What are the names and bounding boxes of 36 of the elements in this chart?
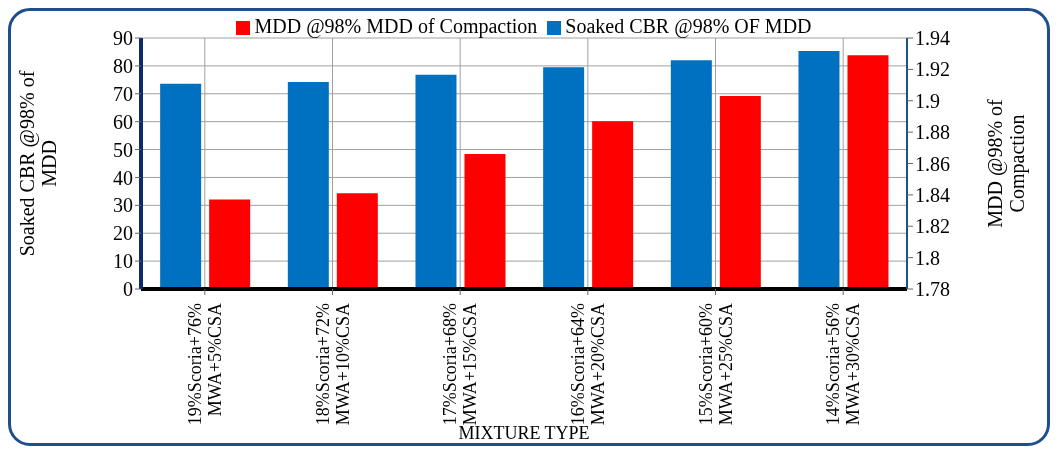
bar — [670, 60, 712, 289]
x-tick-label: 18%Scoria+72% MWA+10%CSA — [312, 303, 353, 426]
y2-tick-label: 1.92 — [915, 58, 950, 81]
y2-tick-label: 1.8 — [915, 246, 940, 269]
y2-tick-label: 1.86 — [915, 152, 950, 175]
y-tick-label: 70 — [113, 82, 133, 105]
legend-label: MDD @98% MDD of Compaction — [254, 15, 538, 37]
y-tick-label: 30 — [113, 194, 133, 217]
y2-tick-label: 1.9 — [915, 89, 940, 112]
x-tick-label: 15%Scoria+60% MWA+25%CSA — [695, 303, 736, 426]
y-tick-label: 50 — [113, 138, 133, 161]
rounded-frame: MDD @98% MDD of Compaction Soaked CBR @98% OF MDD Soaked CBR @98% of MDD MDD @98% of Compaction 19%Scoria+76% MWA+5%CSA 18%Scoria+72% MWA+10%CSA 17%Scoria+68% MWA+15%CSA 16%Scoria+64% MWA+20%CSA 15%Scoria+60% MWA+25%CSA 14%Scoria+56% MWA+30%CSA MIXTURE TYPE 0 10 20 30 40 50 60 70 80 90 1.78 1.8 1.82 1.84 1.86 1.88 1.9 1.92 1.94 — [8, 8, 1050, 446]
bar — [798, 51, 840, 289]
y2-tick-label: 1.82 — [915, 215, 950, 238]
y-tick-label: 20 — [113, 222, 133, 245]
y2-tick-label: 1.84 — [915, 183, 950, 206]
y-axis-title: Soaked CBR @98% of MDD — [16, 70, 60, 257]
legend-label: Soaked CBR @98% OF MDD — [565, 15, 812, 37]
y2-tick-label: 1.88 — [915, 121, 950, 144]
y-tick-label: 90 — [113, 27, 133, 50]
y-tick-label: 80 — [113, 54, 133, 77]
y2-axis-title: MDD @98% of Compaction — [984, 98, 1029, 228]
bar — [287, 82, 329, 289]
x-tick-label: 19%Scoria+76% MWA+5%CSA — [184, 303, 225, 426]
bar — [160, 83, 202, 289]
y2-tick-label: 1.78 — [915, 278, 950, 301]
x-tick-label: 14%Scoria+56% MWA+30%CSA — [823, 303, 864, 426]
y-tick-label: 60 — [113, 110, 133, 133]
bar — [543, 67, 585, 289]
y-tick-label: 10 — [113, 250, 133, 273]
bar — [415, 74, 457, 289]
y-tick-label: 40 — [113, 166, 133, 189]
y-tick-label: 0 — [123, 278, 133, 301]
y2-tick-label: 1.94 — [915, 27, 950, 50]
x-tick-label: 16%Scoria+64% MWA+20%CSA — [567, 303, 608, 426]
x-tick-label: 17%Scoria+68% MWA+15%CSA — [440, 303, 481, 426]
